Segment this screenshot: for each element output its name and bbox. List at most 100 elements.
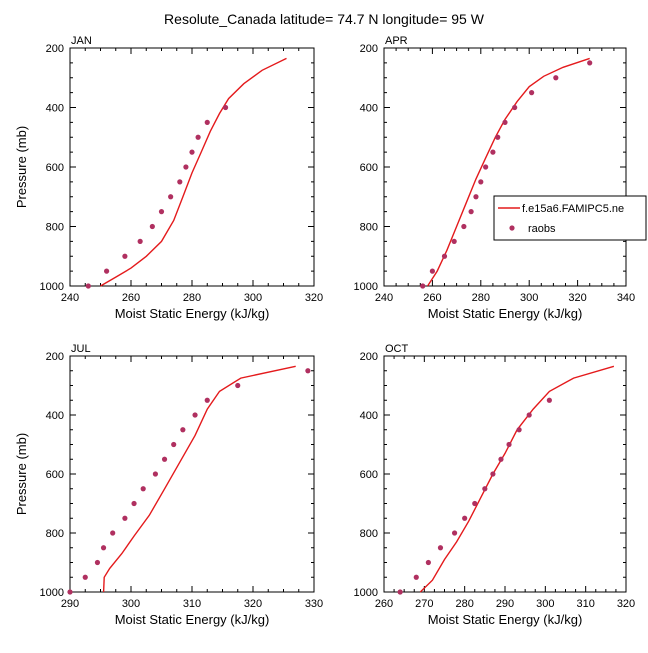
series-line-model: [100, 57, 287, 287]
raobs-point: [420, 283, 426, 289]
legend-marker-swatch: [509, 225, 515, 231]
x-tick-label: 290: [496, 598, 514, 610]
raobs-point: [149, 223, 155, 230]
raobs-point: [183, 164, 189, 170]
raobs-point: [397, 589, 403, 595]
raobs-point: [110, 530, 116, 536]
y-tick-label: 1000: [354, 587, 378, 599]
y-tick-label: 600: [46, 469, 64, 481]
x-tick-label: 320: [617, 598, 635, 610]
raobs-point: [413, 574, 419, 580]
panels: JAN 240 260 280 300 320 200 400 600 800 1000 Moist …: [14, 35, 635, 627]
raobs-point: [462, 515, 468, 521]
raobs-point: [437, 545, 444, 551]
x-tick-label: 280: [455, 598, 473, 610]
raobs-point: [192, 412, 198, 418]
x-axis-label: Moist Static Energy (kJ/kg): [115, 612, 270, 627]
raobs-point: [516, 427, 522, 433]
raobs-point: [195, 134, 201, 140]
raobs-point: [429, 268, 435, 274]
y-tick-label: 1000: [40, 281, 64, 293]
panel-label: APR: [385, 35, 408, 47]
raobs-point: [235, 382, 241, 389]
x-tick-label: 310: [576, 598, 594, 610]
raobs-point: [122, 515, 128, 521]
raobs-point: [461, 223, 467, 230]
raobs-point: [483, 164, 489, 170]
raobs-point: [305, 368, 311, 374]
y-axis-label: Pressure (mb): [14, 433, 29, 515]
raobs-point: [189, 149, 195, 155]
panel-apr: APR 240 260 280 300 320 340 200 400 600 800 1000 Moi…: [354, 35, 636, 321]
plot-frame: [383, 47, 627, 287]
panel-label: OCT: [385, 343, 409, 355]
x-tick-label: 240: [61, 292, 79, 304]
raobs-point: [512, 104, 518, 111]
y-tick-label: 600: [360, 469, 378, 481]
x-axis-label: Moist Static Energy (kJ/kg): [428, 306, 583, 321]
raobs-point: [131, 500, 137, 507]
raobs-point: [204, 119, 210, 125]
plot-frame: [383, 355, 627, 593]
x-tick-label: 280: [472, 292, 490, 304]
y-tick-label: 600: [360, 162, 378, 174]
raobs-point: [85, 283, 91, 289]
x-tick-label: 340: [617, 292, 635, 304]
x-tick-label: 320: [244, 598, 262, 610]
y-tick-label: 800: [46, 222, 64, 234]
raobs-point: [441, 253, 448, 259]
x-tick-label: 320: [568, 292, 586, 304]
x-tick-label: 290: [61, 598, 79, 610]
plot-frame: [69, 47, 315, 287]
y-tick-label: 1000: [40, 587, 64, 599]
x-tick-label: 300: [244, 292, 262, 304]
y-tick-label: 400: [360, 410, 378, 422]
raobs-point: [222, 104, 229, 111]
y-tick-label: 800: [46, 528, 64, 540]
x-tick-label: 280: [183, 292, 201, 304]
raobs-point: [161, 456, 168, 462]
raobs-point: [104, 268, 110, 274]
raobs-point: [587, 60, 593, 66]
y-tick-label: 200: [46, 43, 64, 55]
raobs-point: [158, 209, 165, 215]
y-tick-label: 200: [360, 43, 378, 55]
raobs-point: [495, 134, 501, 140]
series-line-model: [419, 365, 615, 593]
y-tick-label: 600: [46, 162, 64, 174]
raobs-point: [168, 194, 174, 200]
y-tick-label: 800: [360, 222, 378, 234]
raobs-point: [490, 149, 496, 155]
legend-label-model: f.e15a6.FAMIPC5.ne: [522, 203, 624, 215]
legend-box: [493, 195, 647, 241]
x-tick-label: 300: [536, 598, 554, 610]
legend: f.e15a6.FAMIPC5.ne raobs: [493, 195, 647, 241]
raobs-point: [94, 559, 101, 566]
x-tick-label: 260: [375, 598, 393, 610]
panel-label: JAN: [71, 35, 92, 47]
x-tick-label: 240: [375, 292, 393, 304]
legend-label-raobs: raobs: [528, 223, 556, 235]
raobs-point: [482, 486, 488, 492]
figure-title: Resolute_Canada latitude= 74.7 N longitu…: [164, 11, 485, 27]
raobs-point: [546, 397, 552, 403]
series-line-model: [102, 365, 296, 593]
panel-jul: JUL 290 300 310 320 330 200 400 600 800 1000 Moist …: [14, 343, 323, 627]
x-tick-label: 300: [520, 292, 538, 304]
y-tick-label: 400: [46, 103, 64, 115]
x-tick-label: 270: [415, 598, 433, 610]
raobs-point: [451, 530, 458, 536]
raobs-point: [451, 238, 457, 244]
raobs-point: [473, 194, 479, 200]
raobs-point: [67, 589, 73, 595]
x-tick-label: 260: [423, 292, 441, 304]
y-tick-label: 400: [360, 103, 378, 115]
x-tick-label: 260: [122, 292, 140, 304]
x-axis-label: Moist Static Energy (kJ/kg): [428, 612, 583, 627]
raobs-point: [425, 559, 431, 566]
raobs-point: [140, 486, 146, 492]
raobs-point: [180, 427, 186, 433]
raobs-point: [152, 471, 158, 477]
y-tick-label: 200: [46, 351, 64, 363]
